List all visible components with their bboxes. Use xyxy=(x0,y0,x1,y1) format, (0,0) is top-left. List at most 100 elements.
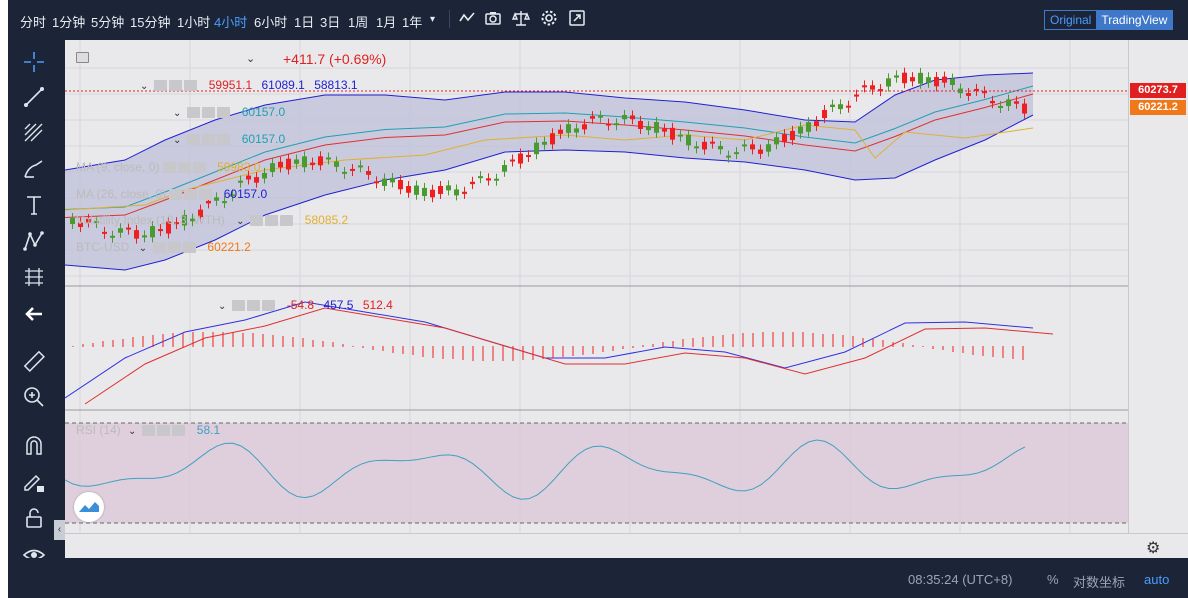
close-icon[interactable] xyxy=(172,425,186,437)
close-icon[interactable] xyxy=(217,107,231,119)
eye-icon[interactable] xyxy=(187,134,201,146)
pattern-icon[interactable] xyxy=(21,229,47,255)
timeframe-11[interactable]: 1年 xyxy=(402,15,423,30)
gear-icon[interactable] xyxy=(540,9,558,27)
timeframe-8[interactable]: 3日 xyxy=(320,15,341,30)
gear-icon[interactable] xyxy=(265,215,279,227)
eye-icon[interactable] xyxy=(250,215,264,227)
tradingview-view-button[interactable]: TradingView xyxy=(1096,11,1173,29)
crosshair-icon[interactable] xyxy=(21,50,47,76)
macd-signal-line xyxy=(84,307,1054,405)
gear-icon[interactable] xyxy=(177,162,191,174)
timeframe-10[interactable]: 1月 xyxy=(376,15,397,30)
candle-body xyxy=(510,159,515,162)
gear-icon[interactable] xyxy=(247,300,261,312)
chevron-down-icon[interactable]: ⌄ xyxy=(138,243,148,254)
close-icon[interactable] xyxy=(217,134,231,146)
lock-icon[interactable] xyxy=(21,506,47,532)
timeframe-2[interactable]: 5分钟 xyxy=(91,15,125,30)
timeframe-4[interactable]: 1小时 xyxy=(177,15,211,30)
gear-icon[interactable] xyxy=(202,134,216,146)
gear-icon[interactable] xyxy=(157,425,171,437)
original-view-button[interactable]: Original xyxy=(1045,11,1097,29)
timeframe-9[interactable]: 1周 xyxy=(348,15,369,30)
close-icon[interactable] xyxy=(192,162,206,174)
timeframe-0[interactable]: 分时 xyxy=(20,15,47,30)
auto-scale-toggle[interactable]: auto xyxy=(1144,572,1170,587)
camera-icon[interactable] xyxy=(484,9,502,27)
measure-icon[interactable] xyxy=(21,265,47,291)
back-arrow-icon[interactable] xyxy=(21,302,47,328)
candle-body xyxy=(766,144,771,152)
candle-body xyxy=(230,194,235,197)
eye-icon[interactable] xyxy=(162,162,176,174)
chart-area[interactable] xyxy=(64,40,1128,533)
chevron-down-icon[interactable]: ⌄ xyxy=(236,216,245,227)
close-icon[interactable] xyxy=(199,189,213,201)
gear-icon[interactable] xyxy=(168,242,182,254)
candle-body xyxy=(542,141,547,145)
ruler-icon[interactable] xyxy=(21,349,47,375)
candle-body xyxy=(702,141,707,150)
close-icon[interactable] xyxy=(280,215,294,227)
rsi-label: RSI (14) xyxy=(76,423,121,437)
indicator-icon[interactable] xyxy=(458,9,476,27)
timeframe-1[interactable]: 1分钟 xyxy=(52,15,86,30)
percent-toggle[interactable]: % xyxy=(1047,572,1059,587)
chart-settings-gear-icon[interactable]: ⚙ xyxy=(1146,540,1161,557)
close-icon[interactable] xyxy=(183,242,197,254)
fullscreen-icon[interactable] xyxy=(568,9,586,27)
chevron-down-icon[interactable]: ⌄ xyxy=(128,426,137,437)
price-axis[interactable] xyxy=(1128,40,1188,533)
chevron-down-icon[interactable]: ⌄ xyxy=(173,135,182,146)
candle-body xyxy=(446,185,451,191)
candle-body xyxy=(206,200,211,204)
clock-text: 08:35:24 (UTC+8) xyxy=(908,572,1013,587)
eye-icon[interactable] xyxy=(169,189,183,201)
eye-icon[interactable] xyxy=(187,107,201,119)
legend-chevron-icon[interactable]: ⌄ xyxy=(246,53,256,65)
timeframe-3[interactable]: 15分钟 xyxy=(130,15,171,30)
fib-icon[interactable] xyxy=(21,121,47,147)
candle-body xyxy=(502,165,507,172)
eye-icon[interactable] xyxy=(232,300,246,312)
close-icon[interactable] xyxy=(184,80,198,92)
collapse-legend-icon[interactable] xyxy=(76,52,89,64)
collapse-toolbar-button[interactable]: ‹ xyxy=(54,520,65,540)
vol-value: 58085.2 xyxy=(304,213,349,227)
scales-icon[interactable] xyxy=(511,9,531,27)
chevron-down-icon[interactable]: ⌄ xyxy=(173,108,182,119)
candle-body xyxy=(926,77,931,83)
candle-body xyxy=(262,172,267,179)
candle-body xyxy=(478,176,483,179)
time-axis[interactable] xyxy=(65,533,1188,559)
chevron-down-icon[interactable]: ⌄ xyxy=(140,81,149,92)
candle-body xyxy=(150,226,155,238)
gear-icon[interactable] xyxy=(202,107,216,119)
timeframe-6[interactable]: 6小时 xyxy=(254,15,288,30)
close-icon[interactable] xyxy=(262,300,276,312)
candle-body xyxy=(998,105,1003,109)
candle-body xyxy=(694,146,699,149)
chevron-down-icon[interactable]: ⌄ xyxy=(218,301,227,312)
eye-icon[interactable] xyxy=(142,425,156,437)
timeframe-7[interactable]: 1日 xyxy=(294,15,315,30)
candle-body xyxy=(430,189,435,198)
magnet-icon[interactable] xyxy=(21,434,47,460)
log-scale-toggle[interactable]: 对数坐标 xyxy=(1073,575,1126,590)
timeframe-more-dropdown[interactable]: ▾ xyxy=(430,14,436,25)
gear-icon[interactable] xyxy=(184,189,198,201)
gear-icon[interactable] xyxy=(169,80,183,92)
ma-teal-line xyxy=(64,85,1034,210)
brush-icon[interactable] xyxy=(21,157,47,183)
zoom-icon[interactable] xyxy=(21,385,47,411)
text-icon[interactable] xyxy=(21,193,47,219)
candle-body xyxy=(726,155,731,158)
candle-body xyxy=(534,142,539,155)
trendline-icon[interactable] xyxy=(21,85,47,111)
eye-icon[interactable] xyxy=(153,242,167,254)
eye-icon[interactable] xyxy=(154,80,168,92)
candle-body xyxy=(166,221,171,234)
timeframe-5[interactable]: 4小时 xyxy=(214,15,248,30)
lock-pencil-icon[interactable] xyxy=(21,470,47,496)
